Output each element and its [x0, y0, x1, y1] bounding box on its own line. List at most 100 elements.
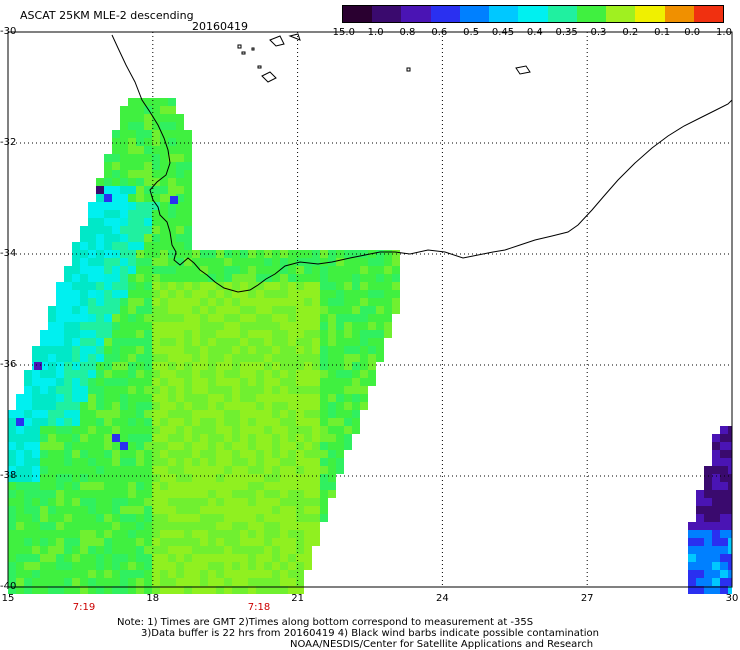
- data-cell: [328, 402, 336, 410]
- data-cell: [336, 338, 344, 346]
- data-cell: [184, 378, 192, 386]
- data-cell: [272, 506, 280, 514]
- data-cell: [288, 386, 296, 394]
- data-cell: [120, 322, 128, 330]
- data-cell: [72, 434, 80, 442]
- data-cell: [192, 386, 200, 394]
- data-cell: [200, 514, 208, 522]
- data-cell: [176, 186, 184, 194]
- data-cell: [240, 346, 248, 354]
- data-cell: [144, 194, 152, 202]
- data-cell: [248, 562, 256, 570]
- data-cell: [88, 586, 96, 594]
- data-cell: [32, 410, 40, 418]
- data-cell: [184, 498, 192, 506]
- data-cell: [288, 426, 296, 434]
- data-cell: [144, 354, 152, 362]
- data-cell: [352, 314, 360, 322]
- data-cell: [328, 354, 336, 362]
- data-cell: [104, 554, 112, 562]
- data-cell: [64, 306, 72, 314]
- data-cell: [64, 554, 72, 562]
- data-cell: [104, 322, 112, 330]
- data-cell: [248, 474, 256, 482]
- data-cell: [728, 570, 732, 578]
- data-cell: [24, 554, 32, 562]
- data-cell: [32, 586, 40, 594]
- data-cell: [176, 450, 184, 458]
- data-cell: [152, 114, 160, 122]
- data-cell: [144, 514, 152, 522]
- data-cell: [288, 490, 296, 498]
- data-cell: [16, 442, 24, 450]
- data-cell: [224, 538, 232, 546]
- data-cell: [48, 466, 56, 474]
- data-cell: [312, 442, 320, 450]
- data-cell: [272, 522, 280, 530]
- data-cell: [224, 338, 232, 346]
- data-cell: [224, 410, 232, 418]
- data-cell: [168, 186, 176, 194]
- data-cell: [280, 554, 288, 562]
- data-cell: [16, 426, 24, 434]
- data-cell: [152, 138, 160, 146]
- data-cell: [200, 282, 208, 290]
- data-cell: [64, 410, 72, 418]
- data-cell: [80, 298, 88, 306]
- data-cell: [184, 482, 192, 490]
- data-cell: [120, 306, 128, 314]
- data-cell: [280, 506, 288, 514]
- data-cell: [328, 338, 336, 346]
- data-cell: [304, 386, 312, 394]
- data-cell: [152, 506, 160, 514]
- data-cell: [232, 482, 240, 490]
- data-cell: [328, 490, 336, 498]
- data-cell: [96, 370, 104, 378]
- data-cell: [72, 394, 80, 402]
- data-cell: [80, 530, 88, 538]
- data-cell: [56, 514, 64, 522]
- data-cell: [40, 506, 48, 514]
- data-cell: [232, 450, 240, 458]
- data-cell: [120, 282, 128, 290]
- data-cell: [88, 434, 96, 442]
- data-cell: [16, 410, 24, 418]
- data-cell: [232, 386, 240, 394]
- data-cell: [184, 474, 192, 482]
- data-cell: [240, 418, 248, 426]
- data-cell: [360, 266, 368, 274]
- data-cell: [128, 290, 136, 298]
- data-cell: [208, 402, 216, 410]
- data-cell: [40, 530, 48, 538]
- data-cell: [80, 282, 88, 290]
- data-cell: [24, 418, 32, 426]
- data-cell: [256, 298, 264, 306]
- data-cell: [80, 514, 88, 522]
- data-cell: [160, 530, 168, 538]
- data-cell: [240, 506, 248, 514]
- data-cell: [120, 186, 128, 194]
- data-cell: [160, 546, 168, 554]
- data-cell: [216, 530, 224, 538]
- data-cell: [288, 402, 296, 410]
- data-cell: [192, 290, 200, 298]
- data-cell: [232, 418, 240, 426]
- data-cell: [208, 490, 216, 498]
- data-cell: [312, 506, 320, 514]
- data-cell: [128, 274, 136, 282]
- data-cell: [728, 482, 732, 490]
- data-cell: [128, 426, 136, 434]
- colorbar-segment: [635, 6, 665, 22]
- data-cell: [368, 354, 376, 362]
- data-cell: [80, 450, 88, 458]
- data-cell: [104, 346, 112, 354]
- data-cell: [288, 546, 296, 554]
- data-cell: [208, 290, 216, 298]
- data-cell: [336, 394, 344, 402]
- data-cell: [160, 362, 168, 370]
- data-cell: [288, 322, 296, 330]
- data-cell: [288, 370, 296, 378]
- data-cell: [88, 522, 96, 530]
- data-cell: [304, 410, 312, 418]
- data-cell: [160, 186, 168, 194]
